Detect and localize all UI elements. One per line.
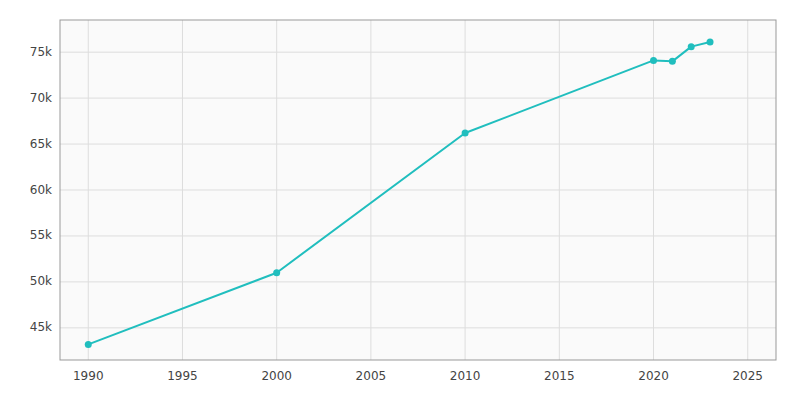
y-tick-label: 45k xyxy=(30,320,52,334)
y-grid-line xyxy=(60,52,776,53)
x-grid-line xyxy=(276,20,277,360)
x-tick-label: 2010 xyxy=(450,369,481,383)
point-marker xyxy=(669,58,676,65)
x-grid-line xyxy=(559,20,560,360)
y-tick-label: 55k xyxy=(30,228,52,242)
x-grid-line xyxy=(653,20,654,360)
y-tick-label: 65k xyxy=(30,137,52,151)
x-grid-line xyxy=(465,20,466,360)
plot-background xyxy=(60,20,776,360)
point-marker xyxy=(707,39,714,46)
x-tick-label: 2005 xyxy=(356,369,387,383)
x-tick-label: 1995 xyxy=(167,369,198,383)
x-tick-label: 2015 xyxy=(544,369,575,383)
y-tick-label: 70k xyxy=(30,91,52,105)
y-grid-line xyxy=(60,190,776,191)
x-grid-line xyxy=(747,20,748,360)
x-tick-label: 1990 xyxy=(73,369,104,383)
x-tick-label: 2025 xyxy=(732,369,763,383)
plot-frame xyxy=(60,20,776,360)
axes: 45k 50k 55k 60k 65k 70k 75k 1990 1995 2000 2005 201… xyxy=(30,45,763,383)
y-grid-line xyxy=(60,327,776,328)
chart-container: 45k 50k 55k 60k 65k 70k 75k 1990 1995 2000 2005 201… xyxy=(0,0,800,400)
y-tick-label: 50k xyxy=(30,274,52,288)
y-grid-line xyxy=(60,98,776,99)
point-marker xyxy=(85,341,92,348)
x-grid-line xyxy=(88,20,89,360)
chart-svg: 45k 50k 55k 60k 65k 70k 75k 1990 1995 2000 2005 201… xyxy=(0,0,800,400)
y-grid-line xyxy=(60,144,776,145)
line xyxy=(88,42,710,344)
x-tick-label: 2020 xyxy=(638,369,669,383)
series xyxy=(85,39,714,348)
y-tick-label: 75k xyxy=(30,45,52,59)
y-tick-label: 60k xyxy=(30,183,52,197)
point-marker xyxy=(462,130,469,137)
y-grid-line xyxy=(60,235,776,236)
y-grid-line xyxy=(60,281,776,282)
point-marker xyxy=(688,43,695,50)
grid xyxy=(60,20,776,360)
x-tick-label: 2000 xyxy=(261,369,292,383)
x-grid-line xyxy=(370,20,371,360)
point-marker xyxy=(273,269,280,276)
point-marker xyxy=(650,57,657,64)
